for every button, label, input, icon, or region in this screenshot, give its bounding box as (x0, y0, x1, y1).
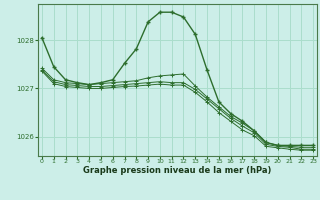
X-axis label: Graphe pression niveau de la mer (hPa): Graphe pression niveau de la mer (hPa) (84, 166, 272, 175)
